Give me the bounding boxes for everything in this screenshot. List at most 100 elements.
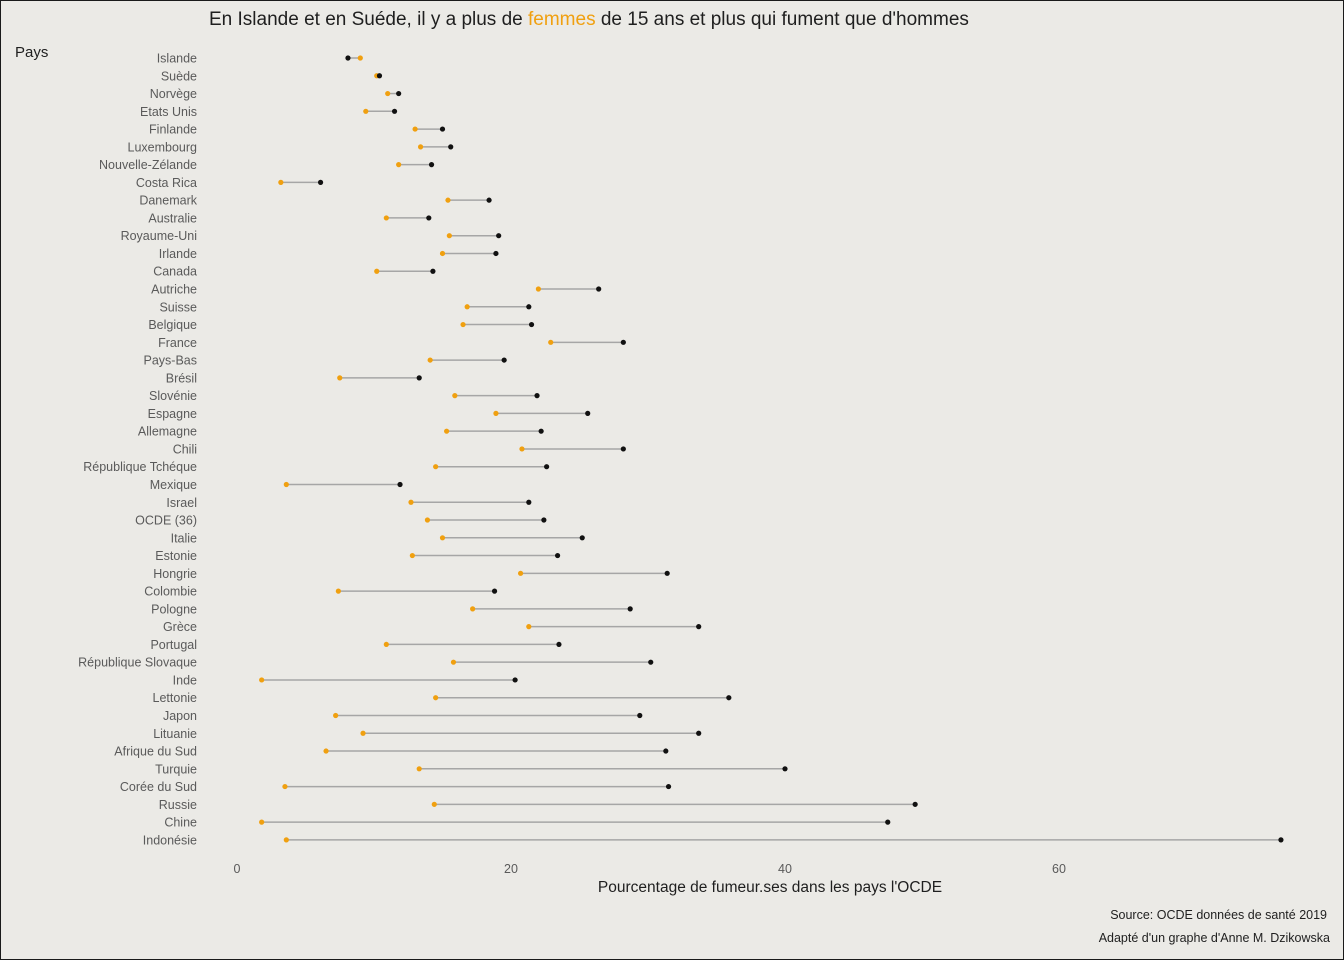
point-femmes — [363, 108, 369, 114]
point-femmes — [385, 90, 391, 97]
point-hommes — [696, 624, 702, 630]
country-label: Royaume-Uni — [121, 229, 197, 243]
point-hommes — [526, 499, 532, 505]
country-label: Italie — [171, 531, 197, 545]
country-label: Afrique du Sud — [114, 745, 197, 759]
point-femmes — [460, 321, 466, 328]
country-label: Etats Unis — [140, 105, 197, 119]
point-femmes — [470, 606, 476, 612]
country-label: Lituanie — [153, 727, 197, 741]
point-femmes — [427, 357, 433, 363]
y-axis-label: Pays — [15, 44, 49, 61]
country-label: Portugal — [150, 638, 197, 652]
point-hommes — [665, 783, 672, 790]
point-femmes — [335, 588, 341, 594]
point-hommes — [596, 286, 602, 292]
point-femmes — [416, 766, 422, 772]
country-label: Nouvelle-Zélande — [99, 158, 197, 172]
country-label: Islande — [157, 52, 197, 66]
point-hommes — [541, 517, 547, 523]
point-hommes — [554, 552, 561, 559]
point-hommes — [696, 730, 702, 736]
country-label: Pologne — [151, 602, 197, 616]
point-hommes — [528, 321, 535, 328]
point-femmes — [283, 837, 289, 843]
country-label: Turquie — [155, 762, 197, 776]
point-hommes — [534, 393, 540, 399]
country-label: Inde — [173, 673, 197, 687]
country-label: Russie — [159, 798, 197, 812]
title-part-3: de 15 ans et plus qui fument que d'homme… — [595, 9, 969, 30]
point-hommes — [496, 233, 502, 239]
point-femmes — [450, 659, 457, 665]
credit-note: Adapté d'un graphe d'Anne M. Dzikowska — [1098, 931, 1330, 945]
point-femmes — [517, 570, 524, 576]
title-part-1: En Islande et en Suéde, il y a plus de — [209, 9, 528, 30]
point-hommes — [416, 375, 422, 381]
point-hommes — [317, 179, 324, 185]
country-label: Belgique — [148, 318, 197, 332]
x-axis-label: Pourcentage de fumeur.ses dans les pays … — [597, 879, 943, 896]
point-femmes — [357, 55, 363, 61]
point-femmes — [446, 233, 452, 239]
point-femmes — [439, 535, 446, 541]
country-label: Canada — [153, 265, 197, 279]
point-femmes — [409, 552, 415, 559]
point-femmes — [444, 428, 450, 434]
country-label: Espagne — [148, 407, 197, 421]
point-hommes — [663, 748, 669, 754]
point-hommes — [664, 570, 670, 576]
point-hommes — [885, 819, 891, 825]
point-hommes — [726, 695, 732, 701]
country-label: Australie — [148, 211, 197, 225]
point-femmes — [408, 499, 414, 505]
point-femmes — [445, 197, 451, 203]
country-label: Suisse — [159, 300, 197, 314]
point-hommes — [376, 73, 383, 79]
point-femmes — [535, 286, 542, 292]
x-tick-label: 0 — [234, 862, 241, 876]
point-hommes — [512, 677, 518, 683]
point-hommes — [620, 446, 626, 452]
point-femmes — [333, 712, 339, 719]
x-tick-label: 20 — [504, 862, 518, 876]
point-femmes — [259, 677, 265, 683]
point-femmes — [282, 783, 288, 790]
country-label: Pays-Bas — [144, 354, 198, 368]
point-hommes — [397, 481, 403, 488]
point-hommes — [1278, 837, 1284, 843]
country-label: Costa Rica — [136, 176, 197, 190]
country-label: Mexique — [150, 478, 197, 492]
point-hommes — [648, 659, 654, 665]
point-femmes — [548, 339, 554, 345]
country-label: Estonie — [155, 549, 197, 563]
point-hommes — [501, 357, 507, 363]
point-hommes — [544, 464, 550, 470]
country-label: Colombie — [144, 585, 197, 599]
point-hommes — [526, 304, 532, 310]
x-tick-label: 60 — [1052, 862, 1066, 876]
point-femmes — [526, 624, 532, 630]
point-femmes — [374, 268, 380, 274]
country-label: Slovénie — [149, 389, 197, 403]
country-label: Chine — [164, 816, 197, 830]
country-label: OCDE (36) — [135, 514, 197, 528]
point-hommes — [448, 144, 454, 150]
point-hommes — [627, 606, 633, 612]
point-femmes — [439, 250, 446, 257]
country-label: Irlande — [159, 247, 197, 261]
country-label: Grèce — [163, 620, 197, 634]
point-hommes — [637, 712, 643, 719]
point-hommes — [620, 339, 626, 345]
country-label: République Tchéque — [83, 460, 197, 474]
point-femmes — [464, 304, 470, 310]
point-femmes — [383, 641, 389, 648]
point-femmes — [417, 144, 424, 150]
country-label: Norvège — [150, 87, 197, 101]
x-tick-label: 40 — [778, 862, 792, 876]
country-label: France — [158, 336, 197, 350]
country-label: Chili — [173, 442, 197, 456]
country-label: Lettonie — [153, 691, 198, 705]
point-hommes — [556, 641, 562, 648]
